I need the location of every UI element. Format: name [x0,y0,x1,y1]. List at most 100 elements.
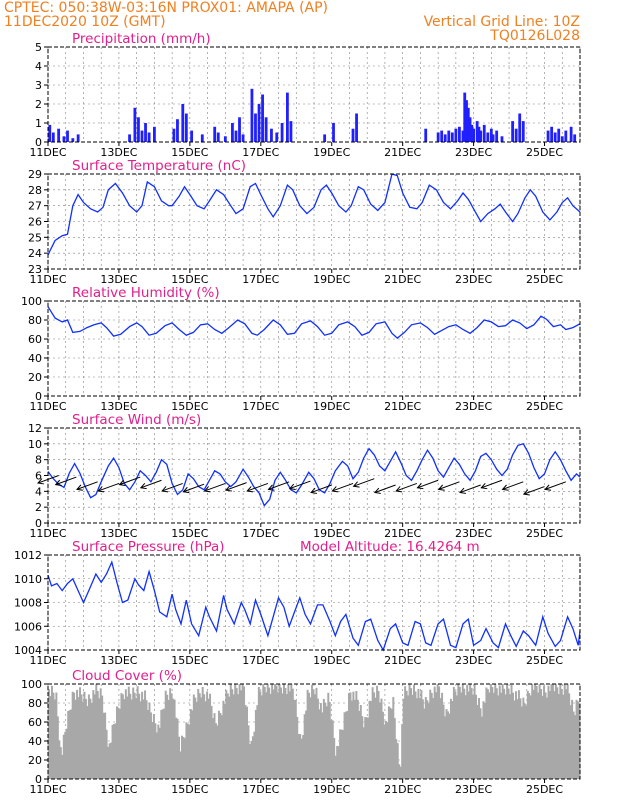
cloud-bar [222,700,225,779]
humidity-ytick-label: 100 [21,295,42,308]
precip-bar [489,128,493,142]
cloud-bar [265,692,268,779]
wind-arrow-head [161,486,169,493]
wind-panel: 0 2 4 6 8 10 12 11DEC 13DEC 15DEC 17DEC 19DEC 21DEC 2… [28,412,581,540]
pressure-xtick-label: 25DEC [526,654,563,667]
cloud-bar [262,684,265,779]
cloud-bar [49,696,52,779]
cloud-bar [507,688,510,779]
cloud-bar [523,703,526,779]
precip-bar [270,128,273,142]
cloud-bar [183,738,186,779]
cloud-bar [282,684,285,779]
wind-xtick-label: 23DEC [455,527,492,540]
pressure-annotation: Model Altitude: 16.4264 m [300,539,480,555]
cloud-bar [525,705,528,779]
cloud-bar [166,694,169,779]
cloud-bar [68,710,71,779]
precip-bar [477,126,481,142]
cloud-bar [486,689,489,779]
cloud-bar [206,691,209,779]
header-model: TQ0126L028 [489,28,580,44]
precip-bar [140,130,144,142]
cloud-bar [322,698,325,779]
cloud-bar [59,747,62,779]
cloud-bar [321,712,324,779]
cloud-bar [467,691,470,779]
cloud-bar [526,690,529,779]
cloud-bar [476,704,479,779]
precip-bar [172,128,176,142]
precip-bar [234,130,238,142]
cloud-bar [248,744,251,779]
cloud-bar [300,738,303,779]
cloud-bar [220,715,223,779]
cloud-bar [402,698,405,779]
cloud-bar [436,684,439,779]
wind-arrow-head [224,485,232,492]
precip-bar [569,126,573,142]
wind-arrow-head [395,486,403,493]
wind-arrow-head [373,487,381,494]
cloud-bar [110,742,113,779]
cloud-bar [99,688,102,779]
cloud-bar [161,709,164,779]
cloud-bar [195,701,198,779]
cloud-bar [241,684,244,779]
cloud-bar [575,699,578,779]
cloud-bar [349,692,352,779]
precip-bar [275,132,279,142]
cloud-bar [284,687,287,779]
cloud-bar [334,755,337,779]
pressure-xtick-label: 23DEC [455,654,492,667]
precip-bar [486,132,490,142]
precip-bar [500,136,504,142]
cloud-bar [392,697,395,779]
wind-arrow-head [480,482,488,490]
cloud-bar [178,736,181,779]
wind-arrow [140,479,162,489]
cloud-bar [86,706,89,779]
cloud-bar [197,688,200,779]
precip-bar [573,134,577,142]
wind-xtick-label: 11DEC [29,527,66,540]
cloud-bar [328,702,331,779]
header-grid-line: Vertical Grid Line: 10Z [424,14,580,30]
cloud-bar [259,691,262,779]
wind-arrow-head [54,479,62,487]
cloud-bar [356,699,359,779]
wind-arrow [481,479,503,489]
precip-bar [436,132,440,142]
wind-xtick-label: 21DEC [384,527,421,540]
pressure-ytick-label: 1004 [14,644,42,657]
precip-bar [76,134,80,142]
cloud-bar [426,700,429,779]
wind-arrow-head [97,486,105,493]
precip-bar [200,134,204,142]
wind-arrow-head [76,484,83,491]
cloud-bar [132,687,135,779]
cloud-bar [432,698,435,779]
cloud-bar [370,701,373,779]
precip-bar [62,136,66,142]
cloud-bar [316,698,319,779]
cloud-bar [297,734,300,779]
precip-bar [153,126,156,142]
cloud-bar [62,734,65,779]
wind-arrow [247,482,269,492]
precip-bar [250,88,254,142]
cloud-bar [461,684,464,779]
pressure-xtick-label: 17DEC [242,654,279,667]
humidity-xtick-label: 25DEC [526,400,563,413]
cloud-bar [272,689,275,779]
precip-bar [521,121,525,142]
cloud-bar [175,717,178,779]
wind-arrow-head [544,484,552,491]
cloud-bar [393,718,396,779]
wind-arrow [332,482,354,492]
precip-bar [514,128,518,142]
precip-bar [355,113,358,142]
cloud-bar [296,716,299,779]
cloud-bar [114,723,117,779]
precip-bar [458,126,461,142]
